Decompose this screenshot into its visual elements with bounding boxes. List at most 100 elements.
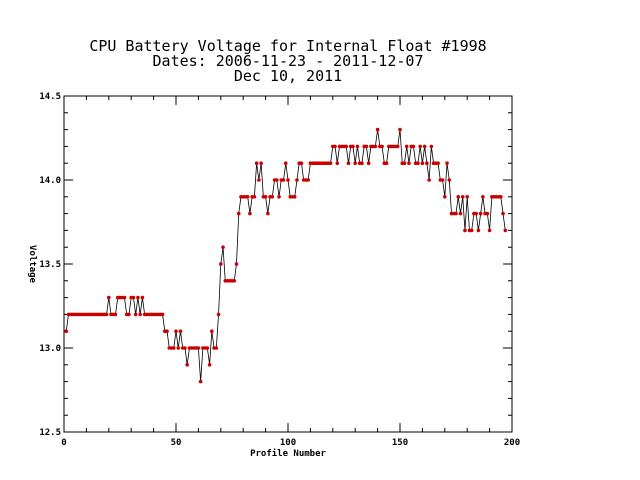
data-point [416, 161, 420, 165]
data-point [219, 262, 223, 266]
data-point [476, 228, 481, 233]
data-point [136, 295, 140, 300]
data-point [64, 329, 69, 334]
data-point [234, 262, 239, 266]
y-tick-label: 13.0 [39, 344, 61, 354]
data-point [465, 195, 470, 199]
data-point [344, 144, 349, 149]
axis-ticks [63, 95, 513, 433]
data-point [196, 346, 201, 350]
data-point [333, 144, 337, 149]
data-point [366, 161, 371, 165]
chart-title-line-3: Dec 10, 2011 [234, 67, 342, 85]
data-point [418, 144, 422, 149]
data-point [248, 211, 252, 216]
data-point [214, 346, 219, 350]
data-point [263, 195, 268, 199]
data-point [281, 178, 286, 182]
data-point [402, 161, 407, 165]
y-tick-label: 14.5 [39, 92, 61, 102]
data-point [165, 329, 169, 334]
data-point [474, 211, 478, 216]
data-point [207, 363, 212, 367]
data-point [133, 312, 138, 317]
data-point [252, 195, 257, 199]
data-point [420, 161, 425, 165]
data-point [503, 228, 508, 233]
data-point [407, 161, 411, 165]
data-point [445, 161, 449, 165]
y-tick-label: 12.5 [39, 428, 61, 438]
chart-title-line-2: Dates: 2006-11-23 - 2011-12-07 [153, 52, 424, 70]
data-point [481, 195, 485, 199]
data-point [425, 161, 429, 165]
data-point [299, 161, 304, 165]
axis-tick-labels: 0 50 100 150 200 12.5 13.0 13.5 14.0 14.5 [39, 92, 520, 448]
data-point [487, 228, 492, 233]
data-point [346, 161, 351, 165]
x-tick-label: 150 [392, 438, 408, 448]
data-point [286, 178, 290, 182]
x-tick-label: 100 [280, 438, 296, 448]
series-line [65, 129, 506, 382]
data-point [440, 178, 445, 182]
series-markers [64, 127, 508, 384]
x-tick-label: 50 [171, 438, 182, 448]
data-point [380, 144, 384, 149]
data-point [422, 144, 427, 149]
data-point [283, 161, 288, 165]
y-tick-label: 14.0 [39, 176, 61, 186]
data-point [259, 161, 263, 165]
data-point [335, 161, 340, 165]
plot-frame [63, 95, 513, 433]
data-point [245, 195, 250, 199]
data-point [122, 295, 127, 300]
data-point [364, 144, 369, 149]
data-point [353, 161, 358, 165]
y-tick-label: 13.5 [39, 260, 61, 270]
chart-title-line-1: CPU Battery Voltage for Internal Float #… [89, 37, 486, 55]
data-point [113, 312, 118, 317]
data-point [131, 295, 136, 300]
data-point [373, 144, 378, 149]
data-point [270, 195, 275, 199]
data-point [501, 211, 505, 216]
data-point [210, 329, 214, 334]
data-point [375, 127, 380, 132]
data-point [257, 178, 261, 182]
data-point [478, 211, 483, 216]
data-point [185, 363, 189, 367]
data-point [171, 346, 176, 350]
data-point [160, 312, 165, 317]
data-point [254, 161, 259, 165]
data-point [198, 379, 203, 384]
data-point [127, 312, 131, 317]
data-point [411, 144, 416, 149]
data-point [221, 245, 225, 249]
data-point [266, 211, 270, 216]
data-point [107, 295, 111, 300]
data-point [485, 211, 490, 216]
data-point [456, 195, 461, 199]
data-point [360, 161, 364, 165]
data-point [499, 195, 503, 199]
data-point [178, 329, 183, 334]
data-point [205, 346, 210, 350]
y-axis-label: Voltage [27, 245, 37, 284]
data-point [454, 211, 458, 216]
data-point [460, 195, 465, 199]
data-point [104, 312, 109, 317]
data-point [138, 312, 142, 317]
data-point [277, 195, 281, 199]
data-point [216, 312, 221, 317]
data-point [236, 211, 241, 216]
data-point [447, 178, 452, 182]
data-point [176, 346, 181, 350]
data-point [429, 144, 434, 149]
x-tick-label: 200 [504, 438, 520, 448]
data-point [306, 178, 310, 182]
data-point [275, 178, 279, 182]
x-axis-label: Profile Number [250, 448, 326, 459]
data-point [436, 161, 440, 165]
